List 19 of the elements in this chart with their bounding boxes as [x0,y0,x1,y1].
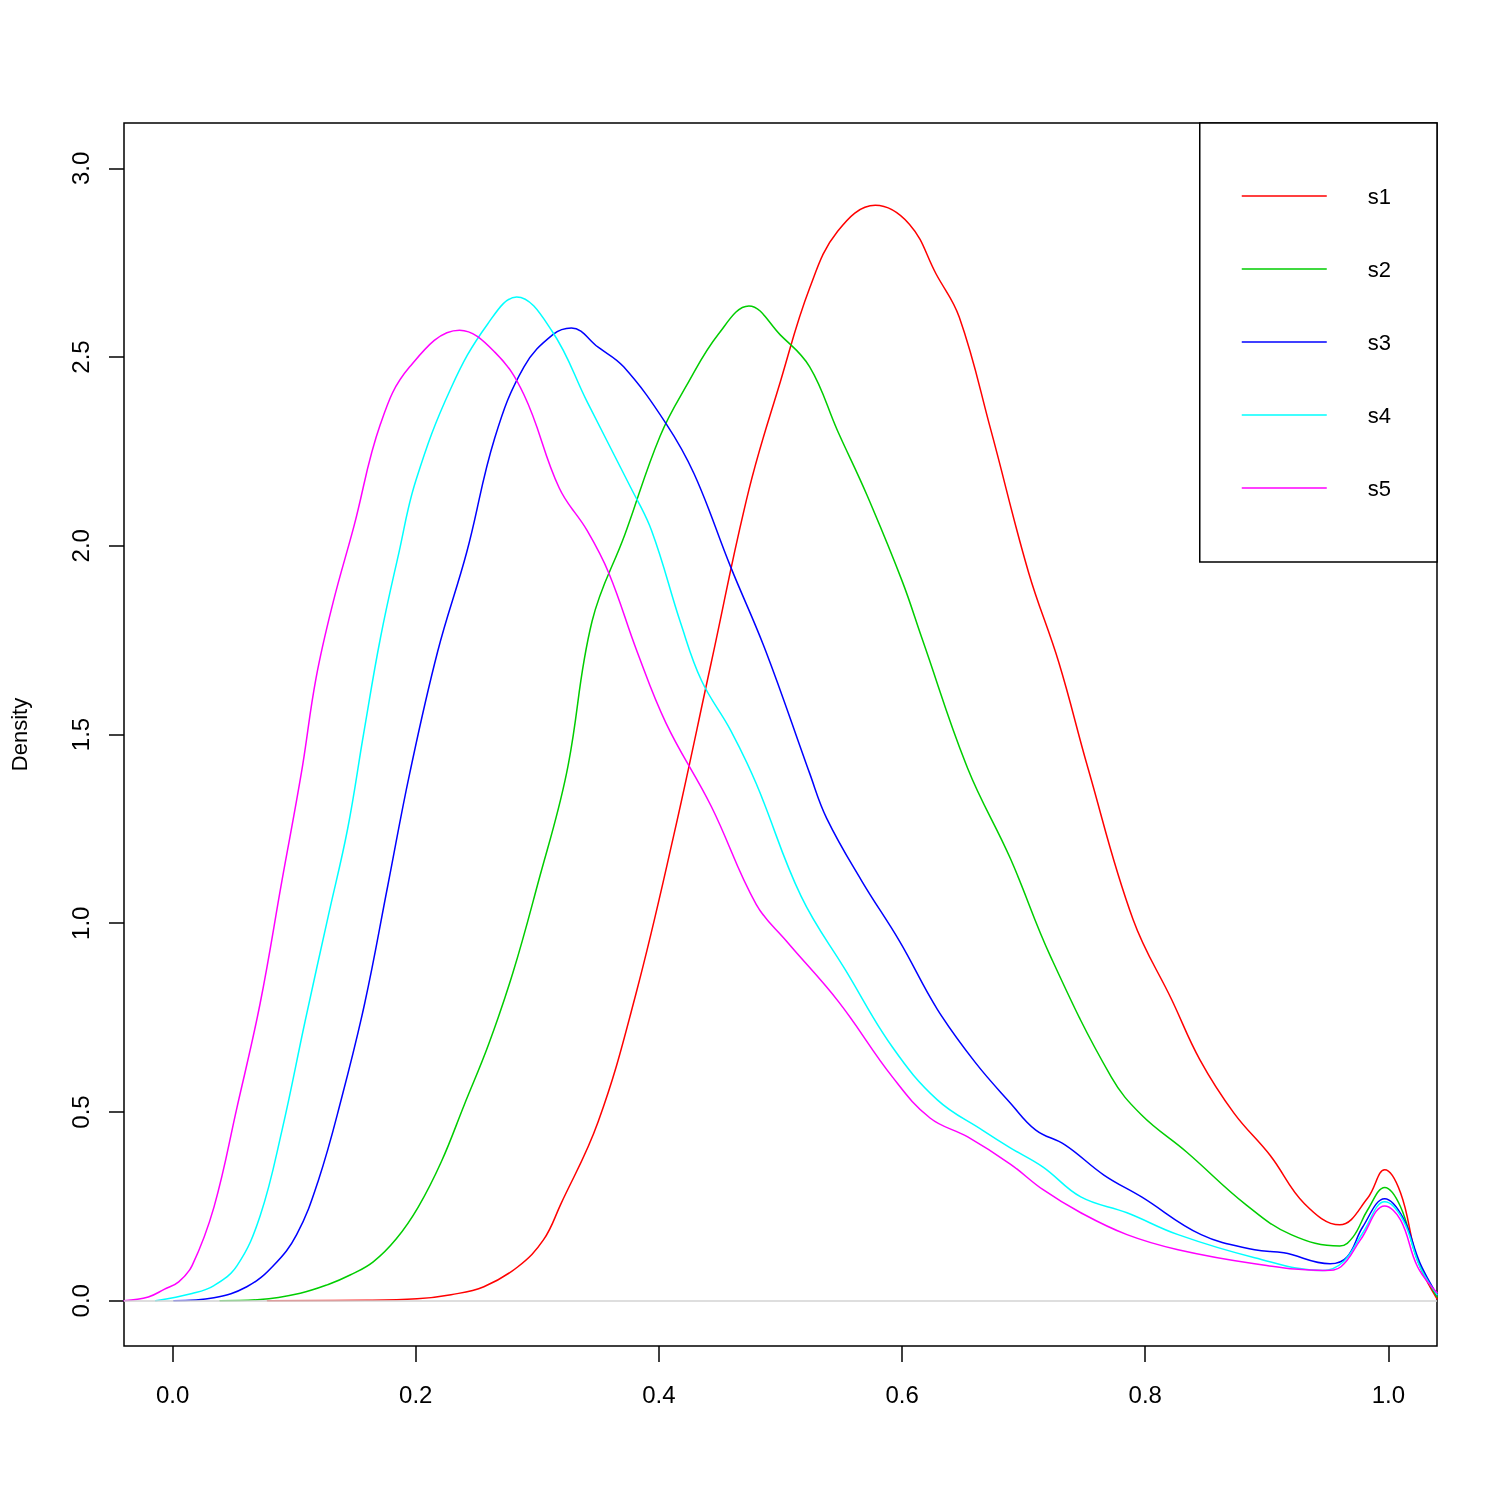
y-tick-label: 2.0 [66,529,94,563]
legend-label: s2 [1367,256,1392,282]
y-tick-label: 1.0 [66,906,94,940]
y-tick-label: 3.0 [66,151,94,185]
x-tick-label: 0.2 [399,1380,433,1408]
legend-label: s4 [1367,402,1392,428]
x-tick-label: 1.0 [1371,1380,1406,1408]
x-tick-label: 0.8 [1128,1380,1162,1408]
legend-label: s3 [1367,329,1392,355]
y-axis-title: Density [6,697,32,772]
y-tick-label: 2.5 [66,340,94,374]
y-tick-label: 0.0 [66,1284,94,1318]
x-tick-label: 0.4 [642,1380,676,1408]
legend-label: s1 [1367,183,1392,209]
x-tick-label: 0.0 [155,1380,190,1408]
legend-label: s5 [1367,475,1392,501]
x-tick-label: 0.6 [885,1380,919,1408]
y-tick-label: 0.5 [66,1095,94,1129]
y-tick-label: 1.5 [66,717,94,752]
